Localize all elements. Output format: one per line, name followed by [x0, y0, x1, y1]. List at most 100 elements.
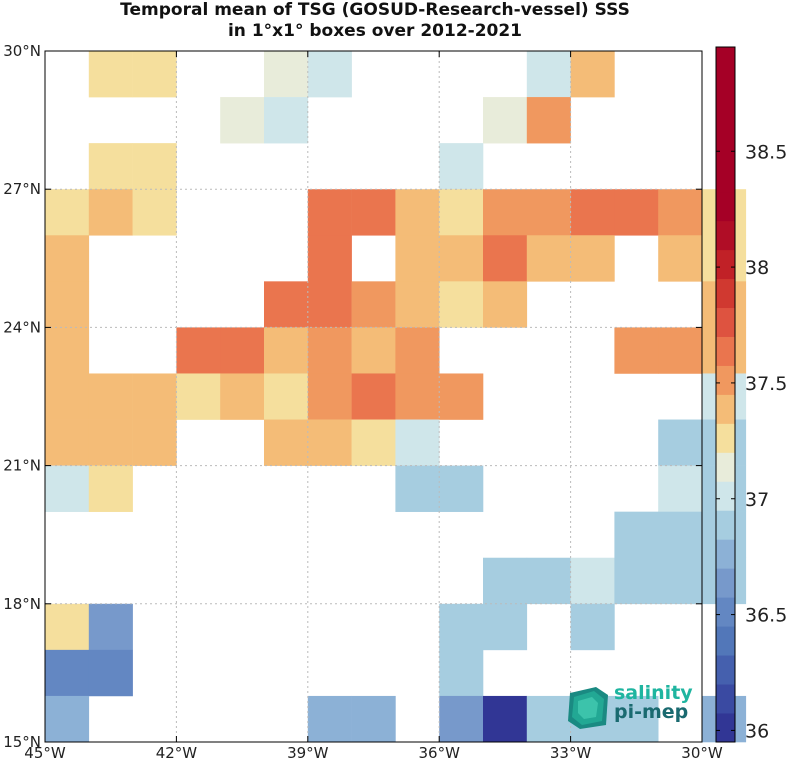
colorbar-segment-3: [716, 626, 735, 656]
heatmap-cell-29: [439, 235, 484, 282]
y-tick-label-4: 27°N: [3, 180, 41, 198]
x-tick-label-0: 45°W: [24, 744, 66, 762]
colorbar-tick-label-1: 36.5: [745, 605, 787, 627]
heatmap-cell-93: [45, 649, 90, 697]
heatmap-cell-48: [351, 327, 396, 374]
colorbar-segment-15: [716, 278, 735, 309]
heatmap-cell-15: [132, 189, 177, 236]
heatmap-cell-65: [88, 419, 133, 466]
heatmap-cell-77: [658, 465, 703, 512]
heatmap-cell-103: [614, 695, 659, 743]
heatmap-cell-12: [439, 143, 484, 190]
heatmap-cell-66: [132, 419, 177, 466]
heatmap-cell-0: [88, 51, 133, 98]
colorbar-tick-label-2: 37: [745, 489, 769, 511]
plot-frame: [44, 50, 703, 743]
colorbar-segment-13: [716, 336, 735, 366]
heatmap-cell-9: [526, 97, 571, 144]
y-tick-label-1: 18°N: [3, 595, 41, 613]
heatmap-cell-14: [88, 189, 133, 236]
gridlines: [45, 51, 702, 742]
axis-ticks: [44, 50, 703, 743]
chart-title-line1: Temporal mean of TSG (GOSUD-Research-ves…: [120, 0, 630, 20]
heatmap-cell-47: [307, 327, 352, 374]
chart-title: Temporal mean of TSG (GOSUD-Research-ves…: [0, 0, 750, 42]
heatmap-cell-4: [526, 51, 571, 98]
x-tick-label-5: 30°W: [681, 744, 723, 762]
heatmap-cell-100: [483, 695, 528, 743]
heatmap-cell-82: [483, 557, 528, 605]
heatmap-cell-58: [264, 373, 309, 420]
colorbar-segment-16: [716, 249, 735, 280]
heatmap-cell-21: [526, 189, 571, 236]
heatmap-cell-16: [307, 189, 352, 236]
heatmap-cell-61: [395, 373, 440, 420]
heatmap-cell-38: [351, 281, 396, 328]
heatmap-cell-50: [614, 327, 659, 374]
colorbar-segment-2: [716, 655, 735, 685]
y-tick-label-0: 15°N: [3, 733, 41, 751]
heatmap-cell-56: [176, 373, 221, 420]
heatmap-cell-85: [614, 557, 659, 605]
heatmap-cell-73: [45, 465, 90, 512]
y-tick-label-2: 21°N: [3, 457, 41, 475]
heatmap-cell-24: [658, 189, 703, 236]
colorbar-segment-12: [716, 365, 735, 395]
x-tick-label-1: 42°W: [156, 744, 198, 762]
colorbar-segment-18: [716, 191, 735, 222]
x-tick-label-3: 36°W: [418, 744, 460, 762]
colorbar-segment-0: [716, 713, 735, 743]
colorbar-segment-21: [716, 104, 735, 135]
heatmap-cell-31: [526, 235, 571, 282]
heatmap-cell-53: [45, 373, 90, 420]
heatmap-cell-20: [483, 189, 528, 236]
heatmap-cell-40: [439, 281, 484, 328]
heatmap-cell-37: [307, 281, 352, 328]
heatmap-cell-99: [439, 695, 484, 743]
heatmap-cell-49: [395, 327, 440, 374]
heatmap-cells: [45, 51, 747, 743]
heatmap-cell-23: [614, 189, 659, 236]
heatmap-cell-8: [483, 97, 528, 144]
heatmap-cell-54: [88, 373, 133, 420]
colorbar-tick-label-4: 38: [745, 257, 769, 279]
heatmap-cell-41: [483, 281, 528, 328]
heatmap-cell-39: [395, 281, 440, 328]
heatmap-cell-96: [45, 695, 90, 743]
logo-mark-icon: [568, 687, 608, 729]
colorbar-segment-7: [716, 510, 735, 540]
heatmap-cell-60: [351, 373, 396, 420]
colorbar-segment-8: [716, 481, 735, 511]
colorbar: [715, 46, 736, 743]
heatmap-cell-62: [439, 373, 484, 420]
heatmap-cell-67: [264, 419, 309, 466]
heatmap-cell-13: [45, 189, 90, 236]
heatmap-cell-19: [439, 189, 484, 236]
heatmap-cell-76: [439, 465, 484, 512]
heatmap-cell-18: [395, 189, 440, 236]
colorbar-tick-label-5: 38.5: [745, 141, 787, 163]
colorbar-segment-5: [716, 568, 735, 598]
heatmap-cell-75: [395, 465, 440, 512]
heatmap-cell-71: [658, 419, 703, 466]
heatmap-cell-7: [264, 97, 309, 144]
colorbar-segment-11: [716, 394, 735, 424]
x-tick-label-4: 33°W: [550, 744, 592, 762]
heatmap-cell-70: [395, 419, 440, 466]
y-axis-tick-labels: 15°N 18°N 21°N 24°N 27°N 30°N: [3, 42, 41, 751]
heatmap-cell-2: [264, 51, 309, 98]
heatmap-cell-32: [570, 235, 615, 282]
colorbar-segment-22: [716, 75, 735, 106]
heatmap-cell-6: [220, 97, 265, 144]
heatmap-cell-98: [351, 695, 396, 743]
heatmap-cell-97: [307, 695, 352, 743]
heatmap-cell-91: [483, 603, 528, 651]
colorbar-segment-17: [716, 220, 735, 251]
heatmap-cell-69: [351, 419, 396, 466]
colorbar-segment-6: [716, 539, 735, 569]
heatmap-cell-33: [658, 235, 703, 282]
heatmap-cell-28: [395, 235, 440, 282]
heatmap-cell-10: [88, 143, 133, 190]
colorbar-segment-10: [716, 423, 735, 453]
